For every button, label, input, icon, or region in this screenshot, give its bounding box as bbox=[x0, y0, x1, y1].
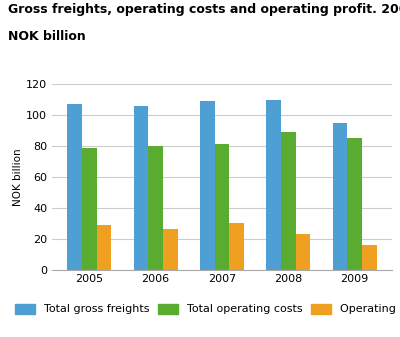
Bar bbox=[97, 225, 111, 270]
Bar bbox=[200, 101, 215, 270]
Bar bbox=[266, 100, 281, 270]
Text: NOK billion: NOK billion bbox=[8, 30, 86, 43]
Bar bbox=[134, 106, 148, 270]
Bar bbox=[163, 229, 178, 270]
Text: Gross freights, operating costs and operating profit. 2005-2009.: Gross freights, operating costs and oper… bbox=[8, 3, 400, 17]
Bar bbox=[68, 104, 82, 270]
Bar bbox=[215, 145, 229, 270]
Bar bbox=[362, 245, 376, 270]
Bar bbox=[333, 123, 347, 270]
Bar bbox=[82, 148, 97, 270]
Bar bbox=[347, 138, 362, 270]
Y-axis label: NOK billion: NOK billion bbox=[13, 148, 23, 206]
Bar bbox=[148, 146, 163, 270]
Legend: Total gross freights, Total operating costs, Operating profit: Total gross freights, Total operating co… bbox=[10, 299, 400, 319]
Bar bbox=[281, 132, 296, 270]
Bar bbox=[296, 234, 310, 270]
Bar bbox=[229, 223, 244, 270]
